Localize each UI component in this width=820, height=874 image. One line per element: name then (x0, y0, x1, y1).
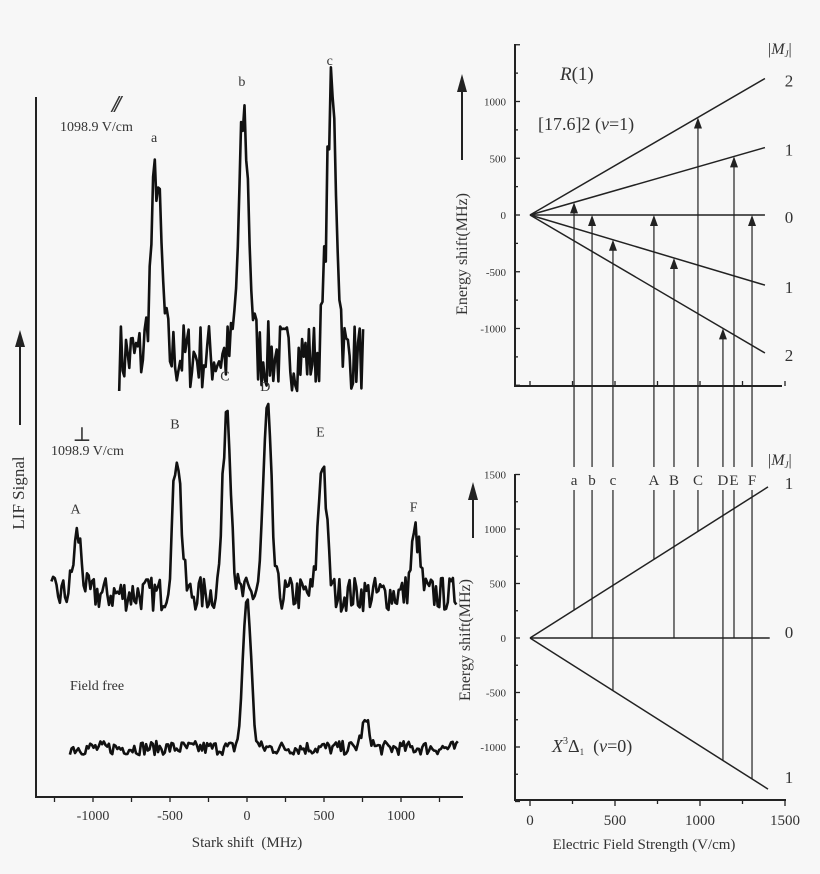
x-tick-label: 1500 (770, 813, 800, 829)
mj-label: 2 (785, 346, 794, 365)
transition-arrow: a (570, 202, 579, 611)
transition-arrow: D (718, 328, 729, 761)
y-tick-label: -1000 (480, 742, 506, 754)
y-tick-label: 500 (490, 153, 507, 165)
transition-label: C (693, 473, 703, 489)
y-tick-label: 1000 (484, 524, 507, 536)
stark-spectrum-panel: -1000 -500 0 500 1000 a b c A B C D E F LIF Signal S… (9, 54, 463, 851)
mj-label: 2 (785, 72, 794, 91)
energy-level-line (529, 77, 766, 216)
upper-mj-header: |MJ| (768, 41, 792, 59)
transition-arrow: E (729, 156, 739, 638)
perpendicular-symbol: ⊥ (73, 424, 92, 446)
arrowhead-icon (669, 257, 678, 269)
ground-state-label: X3Δ1 (v=0) (551, 736, 632, 757)
peak-label: D (260, 380, 270, 395)
peak-label: b (238, 75, 245, 90)
arrowhead-icon (730, 156, 738, 168)
energy-level-line (529, 214, 766, 286)
arrowhead-icon (693, 117, 702, 129)
lower-y-arrow-icon (468, 482, 478, 538)
transition-label: F (748, 473, 756, 489)
mj-label: 1 (785, 474, 794, 493)
perpendicular-field-label: 1098.9 V/cm (51, 444, 124, 459)
left-y-label: LIF Signal (9, 456, 28, 529)
energy-level-line (529, 146, 766, 216)
mj-label: 0 (785, 623, 794, 642)
arrowhead-icon (588, 215, 597, 226)
peak-label: E (316, 426, 325, 441)
arrowhead-icon (748, 215, 757, 226)
energy-level-line (529, 637, 769, 790)
transition-label: E (729, 473, 738, 489)
y-tick-label: -500 (486, 688, 507, 700)
x-tick-label: -500 (157, 809, 183, 824)
y-tick-label: 0 (501, 633, 507, 645)
left-y-arrow-icon (15, 330, 25, 425)
mj-label: 0 (785, 208, 794, 227)
transition-label: A (649, 473, 660, 489)
y-tick-label: 1000 (484, 97, 507, 109)
x-tick-label: 500 (604, 813, 627, 829)
upper-y-arrow-icon (457, 74, 467, 160)
spectrum-trace (117, 66, 365, 393)
peak-label: F (410, 501, 418, 516)
transition-label: b (588, 473, 596, 489)
arrowhead-icon (570, 202, 579, 214)
peak-label: c (327, 54, 333, 69)
arrowhead-icon (608, 239, 617, 251)
parallel-field-label: 1098.9 V/cm (60, 120, 133, 135)
x-tick-label: -1000 (77, 809, 110, 824)
upper-state-label: [17.6]2 (v=1) (538, 114, 634, 135)
branch-label: R(1) (559, 64, 594, 85)
x-axis-label: Stark shift (MHz) (192, 835, 302, 851)
lower-x-label: Electric Field Strength (V/cm) (553, 837, 736, 853)
arrowhead-icon (718, 328, 727, 340)
field-free-label: Field free (70, 679, 124, 694)
transition-arrow: A (649, 215, 660, 560)
y-tick-label: 1500 (484, 470, 507, 482)
transition-label: B (669, 473, 679, 489)
x-tick-label: 500 (314, 809, 335, 824)
x-tick-label: 1000 (685, 813, 715, 829)
arrowhead-icon (649, 215, 658, 226)
energy-level-line (529, 486, 769, 639)
parallel-symbol: // (110, 92, 124, 118)
energy-level-line (529, 214, 766, 354)
transition-arrow: C (693, 117, 703, 532)
x-tick-label: 1000 (387, 809, 415, 824)
peak-label: C (220, 370, 229, 385)
mj-label: 1 (785, 141, 794, 160)
transition-arrow: B (669, 257, 679, 638)
x-tick-label: 0 (526, 813, 534, 829)
lower-y-label: Energy shift(MHz) (457, 579, 474, 701)
lower-mj-header: |MJ| (768, 452, 792, 470)
peak-label: a (151, 131, 158, 146)
upper-y-label: Energy shift(MHz) (454, 193, 471, 315)
transition-label: c (610, 473, 617, 489)
spectrum-trace (68, 598, 459, 757)
upper-state-panel: 1000 500 0 -500 -1000 2 1 0 1 2 R(1) [17.6]2 (v=… (454, 41, 793, 387)
peak-label: B (170, 417, 179, 432)
y-tick-label: -1000 (480, 324, 506, 336)
x-tick-label: 0 (244, 809, 251, 824)
y-tick-label: -500 (486, 267, 507, 279)
mj-label: 1 (785, 768, 794, 787)
mj-label: 1 (785, 278, 794, 297)
transition-label: D (718, 473, 729, 489)
transition-arrow: F (748, 215, 756, 779)
y-tick-label: 500 (490, 579, 507, 591)
y-tick-label: 0 (501, 210, 507, 222)
transition-arrow: b (588, 215, 597, 638)
transition-arrow: c (608, 239, 617, 691)
transition-label: a (571, 473, 578, 489)
peak-label: A (71, 503, 82, 518)
spectrum-trace (50, 402, 458, 613)
